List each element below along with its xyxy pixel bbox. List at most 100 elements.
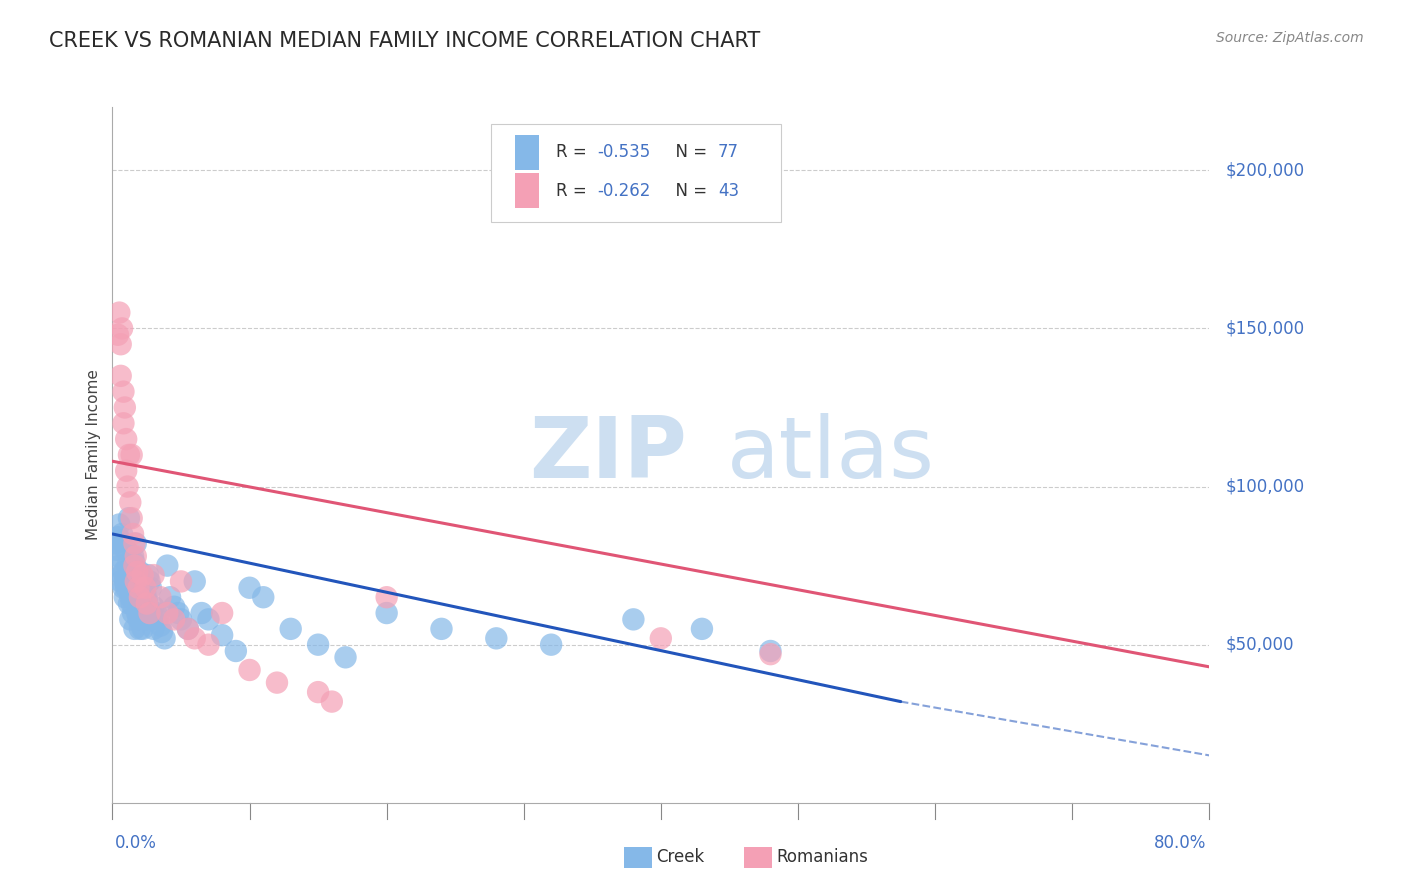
- Point: [110, 368, 132, 383]
- Point: [280, 622, 302, 636]
- Text: -0.535: -0.535: [598, 144, 651, 161]
- Point: [110, 533, 132, 548]
- Point: [167, 606, 190, 620]
- Point: [177, 622, 200, 636]
- Point: [117, 558, 139, 573]
- Point: [252, 591, 274, 605]
- Point: [138, 606, 160, 620]
- Text: CREEK VS ROMANIAN MEDIAN FAMILY INCOME CORRELATION CHART: CREEK VS ROMANIAN MEDIAN FAMILY INCOME C…: [49, 31, 761, 51]
- Point: [108, 558, 131, 573]
- Text: R =: R =: [555, 144, 592, 161]
- Point: [159, 591, 181, 605]
- Point: [540, 638, 562, 652]
- Point: [211, 628, 233, 642]
- Point: [139, 581, 162, 595]
- Point: [121, 597, 143, 611]
- Point: [430, 622, 453, 636]
- Point: [120, 612, 142, 626]
- Point: [107, 549, 129, 563]
- Point: [335, 650, 357, 665]
- Point: [110, 574, 132, 589]
- Point: [124, 622, 146, 636]
- Point: [142, 622, 165, 636]
- Point: [121, 511, 143, 525]
- Point: [197, 638, 219, 652]
- Point: [127, 606, 149, 620]
- Point: [128, 612, 150, 626]
- Text: atlas: atlas: [727, 413, 935, 497]
- Point: [129, 622, 152, 636]
- Point: [211, 606, 233, 620]
- Point: [118, 597, 141, 611]
- Point: [134, 587, 156, 601]
- Point: [127, 565, 149, 579]
- Point: [136, 568, 159, 582]
- Point: [153, 632, 176, 646]
- Point: [111, 568, 134, 582]
- Text: 43: 43: [718, 182, 740, 200]
- Point: [105, 542, 128, 557]
- Point: [122, 549, 145, 563]
- Point: [127, 565, 149, 579]
- Point: [121, 448, 143, 462]
- Point: [621, 612, 644, 626]
- Point: [170, 574, 193, 589]
- Point: [121, 568, 143, 582]
- Point: [124, 556, 146, 570]
- Point: [118, 448, 141, 462]
- Point: [131, 568, 153, 582]
- Point: [135, 597, 157, 611]
- Point: [115, 464, 138, 478]
- Point: [135, 593, 157, 607]
- Point: [307, 638, 329, 652]
- Point: [132, 581, 155, 595]
- Text: 0.0%: 0.0%: [115, 834, 157, 852]
- Point: [128, 581, 150, 595]
- Point: [197, 612, 219, 626]
- Point: [125, 574, 148, 589]
- Point: [183, 574, 207, 589]
- Text: N =: N =: [665, 144, 713, 161]
- Point: [111, 527, 134, 541]
- Text: $200,000: $200,000: [1226, 161, 1305, 179]
- Point: [145, 606, 167, 620]
- Text: $50,000: $50,000: [1226, 636, 1294, 654]
- Text: $100,000: $100,000: [1226, 477, 1305, 496]
- FancyBboxPatch shape: [515, 135, 538, 169]
- Point: [163, 599, 186, 614]
- Point: [124, 536, 146, 550]
- Point: [104, 536, 127, 550]
- Point: [146, 612, 169, 626]
- Point: [131, 581, 153, 595]
- Point: [120, 495, 142, 509]
- Point: [131, 622, 153, 636]
- Point: [190, 606, 212, 620]
- Text: 77: 77: [718, 144, 738, 161]
- Point: [138, 574, 160, 589]
- Point: [125, 581, 148, 595]
- Point: [225, 644, 247, 658]
- Point: [115, 432, 138, 446]
- Point: [114, 401, 136, 415]
- Point: [485, 632, 508, 646]
- Point: [142, 568, 165, 582]
- Y-axis label: Median Family Income: Median Family Income: [86, 369, 101, 541]
- Point: [110, 337, 132, 351]
- Text: 80.0%: 80.0%: [1154, 834, 1206, 852]
- Point: [107, 530, 129, 544]
- Point: [114, 591, 136, 605]
- Point: [115, 542, 138, 557]
- Point: [129, 565, 152, 579]
- Point: [125, 536, 148, 550]
- Point: [112, 384, 135, 399]
- Point: [177, 622, 200, 636]
- Point: [759, 644, 782, 658]
- Point: [239, 581, 262, 595]
- FancyBboxPatch shape: [515, 173, 538, 208]
- Point: [650, 632, 672, 646]
- Text: R =: R =: [555, 182, 592, 200]
- Point: [134, 581, 156, 595]
- Point: [307, 685, 329, 699]
- Point: [149, 618, 172, 632]
- FancyBboxPatch shape: [491, 124, 782, 222]
